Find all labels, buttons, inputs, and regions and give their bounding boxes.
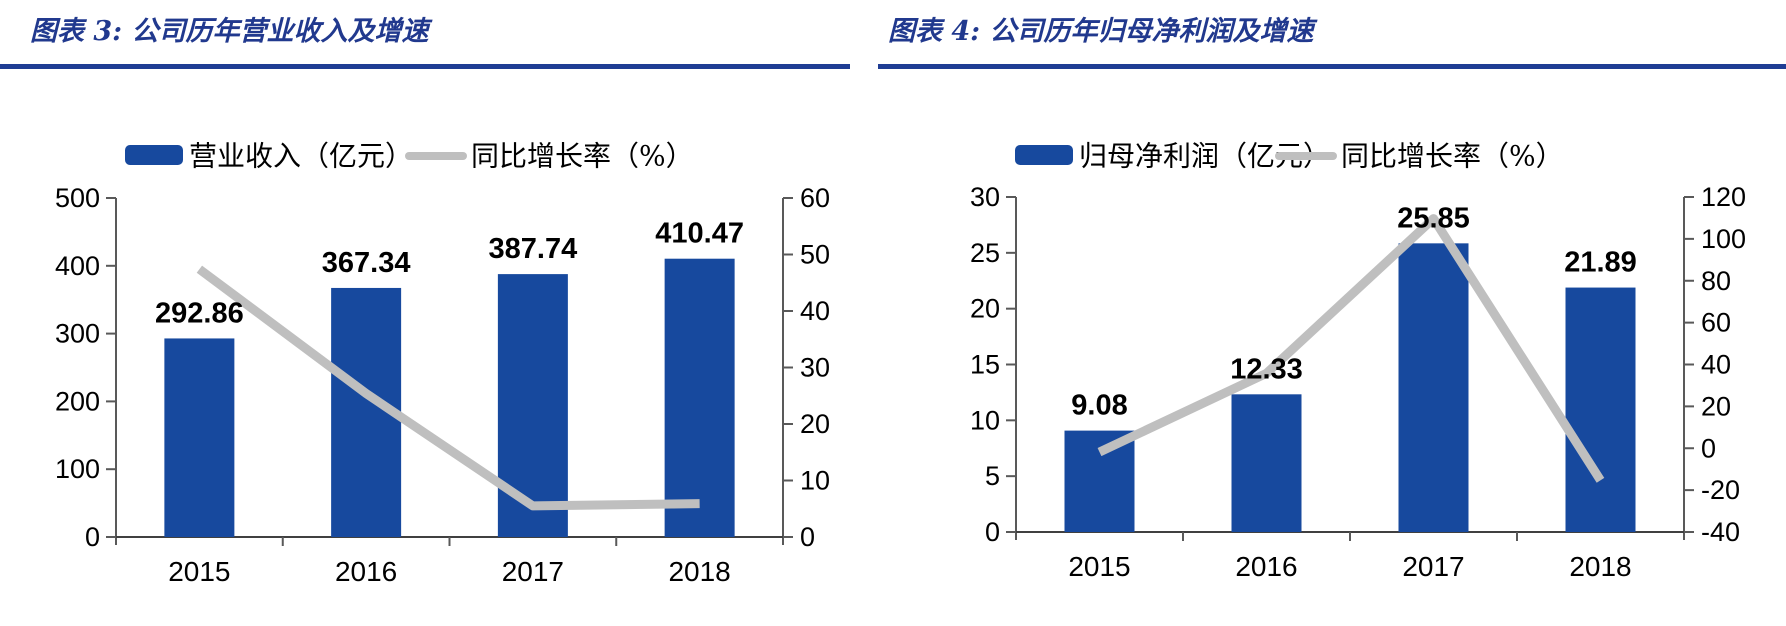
right-axis-tick-label: -40: [1701, 517, 1740, 547]
bar-value-label-2015: 9.08: [1071, 390, 1127, 422]
x-axis-label-2016: 2016: [335, 556, 397, 587]
right-axis-tick-label: 100: [1701, 224, 1746, 254]
bar-value-label-2017: 25.85: [1397, 202, 1470, 234]
right-axis-tick-label: 50: [800, 240, 830, 270]
legend-bar-label: 营业收入（亿元）: [189, 140, 413, 173]
left-axis-tick-label: 400: [55, 251, 100, 281]
chart-title-revenue: 图表 3: 公司历年营业收入及增速: [30, 16, 429, 47]
growth-rate-line: [1097, 214, 1605, 483]
x-axis-labels: 2015 2016 2017 2018: [1068, 551, 1631, 582]
bar-2018: [664, 258, 735, 537]
x-axis-label-2018: 2018: [668, 556, 730, 587]
bar-value-label-2018: 410.47: [655, 218, 744, 250]
right-axis-tick-label: 120: [1701, 182, 1746, 212]
left-axis-tick-label: 500: [55, 183, 100, 213]
left-axis-tick-label: 0: [985, 517, 1000, 547]
legend: 归母净利润（亿元） 同比增长率（%）: [1015, 140, 1564, 173]
bar-value-label-2017: 387.74: [489, 233, 578, 265]
right-axis-tick-label: 60: [1701, 308, 1731, 338]
bar-2018: [1565, 287, 1636, 532]
right-axis-tick-label: 80: [1701, 266, 1731, 296]
left-axis-tick-label: 200: [55, 386, 100, 416]
x-axis-labels: 2015 2016 2017 2018: [168, 556, 731, 587]
right-axis-tick-label: -20: [1701, 475, 1740, 505]
chart-panel-revenue: 图表 3: 公司历年营业收入及增速 营业收入（亿元） 同比增长率（%） 0 100 20…: [0, 0, 860, 626]
x-axis-label-2015: 2015: [1068, 551, 1130, 582]
right-axis-tick-label: 0: [1701, 433, 1716, 463]
right-axis-tick-label: 20: [800, 409, 830, 439]
legend-bar-swatch: [1015, 145, 1073, 165]
left-axis-tick-label: 100: [55, 454, 100, 484]
legend: 营业收入（亿元） 同比增长率（%）: [125, 140, 694, 173]
net-profit-and-growth-chart: 归母净利润（亿元） 同比增长率（%） 0 5 10 15 20 25 30 -40 -20 0 20 40…: [970, 140, 1746, 583]
bar-2016: [1231, 394, 1302, 532]
x-axis-label-2016: 2016: [1235, 551, 1297, 582]
legend-bar-swatch: [125, 145, 183, 165]
right-axis-tick-label: 30: [800, 353, 830, 383]
x-axis-label-2017: 2017: [1402, 551, 1464, 582]
bar-value-label-2018: 21.89: [1564, 247, 1637, 279]
right-axis-tick-label: 40: [800, 296, 830, 326]
revenue-and-growth-chart: 营业收入（亿元） 同比增长率（%） 0 100 200 300 400 500 0 10 20 30 4…: [55, 140, 830, 588]
bar-2015: [1064, 430, 1135, 532]
bar-series: [164, 258, 735, 537]
bar-2015: [164, 338, 235, 537]
title-rule-left: [0, 64, 850, 69]
title-rule-right: [878, 64, 1786, 69]
legend-line-label: 同比增长率（%）: [1341, 140, 1564, 173]
left-axis-tick-label: 5: [985, 461, 1000, 491]
growth-rate-line: [196, 265, 700, 511]
bar-2017: [497, 274, 568, 537]
chart-panel-net-profit: 图表 4: 公司历年归母净利润及增速 归母净利润（亿元） 同比增长率（%） 0 5 10…: [878, 0, 1786, 626]
left-axis-tick-label: 10: [970, 405, 1000, 435]
x-axis-label-2018: 2018: [1569, 551, 1631, 582]
right-axis-tick-label: 10: [800, 466, 830, 496]
right-axis-tick-label: 60: [800, 183, 830, 213]
x-axis-label-2017: 2017: [502, 556, 564, 587]
left-axis-tick-label: 20: [970, 294, 1000, 324]
right-axis-tick-label: 40: [1701, 350, 1731, 380]
right-axis-tick-label: 0: [800, 522, 815, 552]
x-axis-label-2015: 2015: [168, 556, 230, 587]
left-axis-tick-label: 300: [55, 319, 100, 349]
bar-value-labels: 292.86 367.34 387.74 410.47: [155, 218, 744, 330]
right-axis-tick-label: 20: [1701, 391, 1731, 421]
bar-value-label-2015: 292.86: [155, 297, 244, 329]
legend-line-swatch: [1275, 152, 1337, 160]
bar-2017: [1398, 243, 1469, 532]
bar-value-label-2016: 12.33: [1230, 353, 1303, 385]
left-axis-tick-label: 0: [85, 522, 100, 552]
legend-line-swatch: [405, 152, 467, 160]
left-axis-tick-label: 15: [970, 350, 1000, 380]
chart-title-net-profit: 图表 4: 公司历年归母净利润及增速: [888, 16, 1314, 47]
bar-value-label-2016: 367.34: [322, 247, 411, 279]
legend-line-label: 同比增长率（%）: [471, 140, 694, 173]
bar-value-labels: 9.08 12.33 25.85 21.89: [1071, 202, 1637, 421]
left-axis-tick-label: 25: [970, 238, 1000, 268]
left-axis-tick-label: 30: [970, 182, 1000, 212]
bar-series: [1064, 243, 1636, 532]
